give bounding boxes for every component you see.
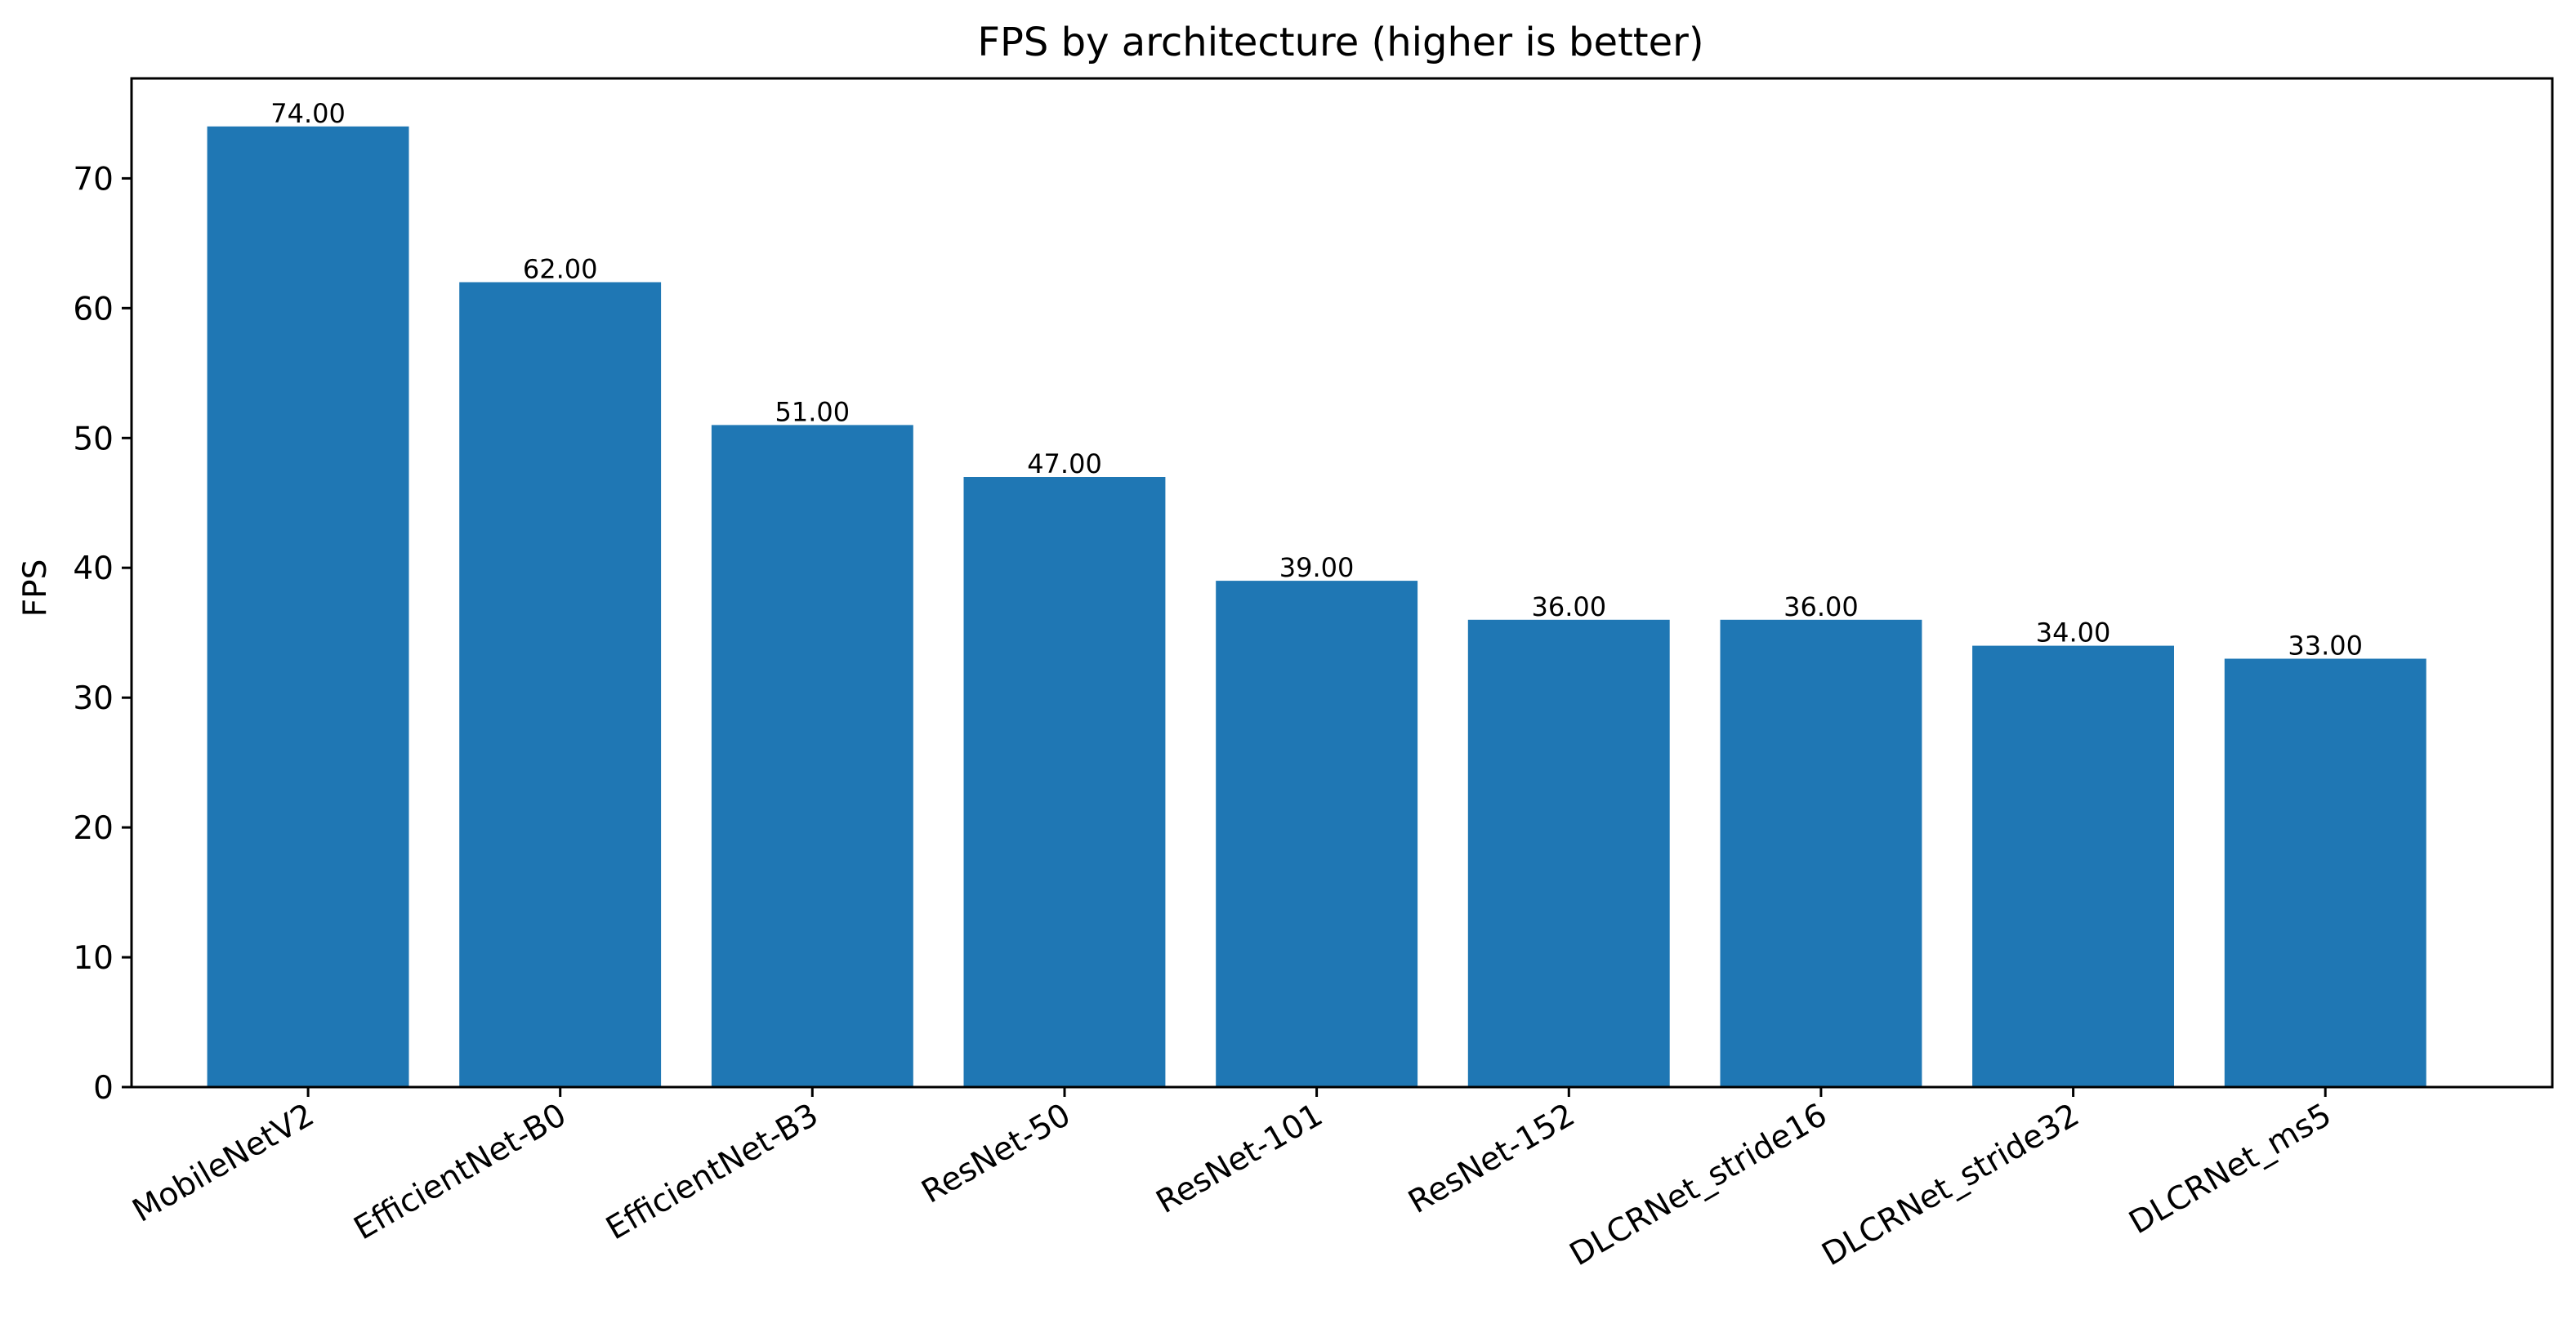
y-tick-label: 20 — [73, 810, 114, 847]
chart-title: FPS by architecture (higher is better) — [977, 20, 1703, 65]
bar-value-label: 36.00 — [1784, 591, 1859, 622]
bar-value-label: 39.00 — [1279, 552, 1355, 583]
bar-labels-layer: 74.00 62.00 51.00 47.00 39.00 36.00 36.00 34.00… — [270, 98, 2363, 662]
y-axis: 0 10 20 30 40 50 60 70 — [73, 161, 132, 1107]
bar — [1972, 645, 2174, 1087]
bar — [459, 282, 662, 1087]
y-tick-label: 50 — [73, 421, 114, 457]
bar-value-label: 47.00 — [1027, 448, 1102, 479]
bars-layer — [207, 126, 2426, 1087]
y-tick-label: 70 — [73, 161, 114, 198]
y-tick-label: 60 — [73, 291, 114, 328]
bar — [1720, 619, 1922, 1087]
y-tick-label: 40 — [73, 550, 114, 587]
bar — [711, 425, 913, 1087]
y-axis-label: FPS — [17, 559, 54, 617]
bar — [2224, 658, 2426, 1087]
bar — [1467, 619, 1670, 1087]
bar-value-label: 36.00 — [1531, 591, 1606, 622]
y-tick-label: 10 — [73, 940, 114, 977]
plot-frame — [130, 77, 2554, 1089]
bar-value-label: 33.00 — [2288, 631, 2363, 662]
y-tick-label: 30 — [73, 680, 114, 717]
bar — [207, 126, 409, 1087]
y-tick-label: 0 — [93, 1070, 114, 1107]
bar-value-label: 51.00 — [775, 396, 850, 427]
bar-value-label: 62.00 — [523, 254, 598, 285]
bar — [1216, 581, 1418, 1087]
bar — [963, 477, 1166, 1087]
bar-value-label: 34.00 — [2036, 617, 2111, 648]
bar-value-label: 74.00 — [270, 98, 346, 129]
